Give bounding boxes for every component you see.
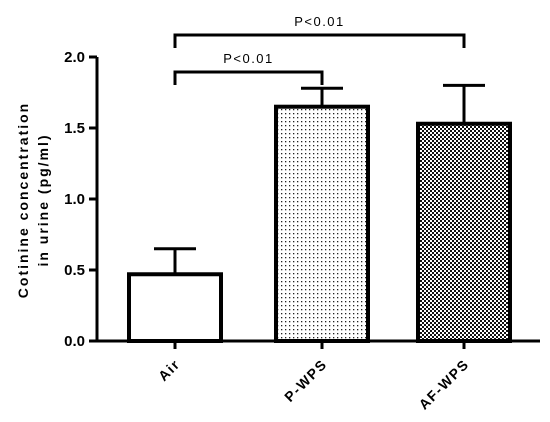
bar-p-wps	[274, 104, 370, 343]
significance-label: P<0.01	[223, 51, 274, 66]
y-tick-label: 1.5	[64, 120, 85, 137]
bars	[127, 83, 512, 344]
significance-bracket	[173, 70, 324, 85]
y-axis: 0.0 0.5 1.0 1.5 2.0	[64, 49, 99, 350]
y-axis-title: Cotinine concentration in urine (pg/ml)	[15, 102, 51, 298]
x-axis: Air P-WPS AF-WPS	[95, 339, 540, 413]
y-axis-title-line2: in urine (pg/ml)	[35, 133, 51, 266]
significance-label: P<0.01	[294, 14, 345, 29]
y-tick-label: 0.0	[64, 333, 85, 350]
x-tick-label: P-WPS	[281, 356, 330, 405]
x-tick-label: AF-WPS	[415, 356, 472, 413]
x-tick-label: Air	[155, 356, 183, 384]
y-tick-label: 0.5	[64, 262, 85, 279]
bar-af-wps	[416, 121, 512, 343]
y-tick-label: 1.0	[64, 191, 85, 208]
significance-bracket	[173, 33, 466, 48]
y-tick-label: 2.0	[64, 49, 85, 66]
y-axis-title-line1: Cotinine concentration	[15, 102, 31, 298]
bar-air	[127, 272, 223, 344]
significance-brackets: P<0.01 P<0.01	[173, 14, 466, 85]
